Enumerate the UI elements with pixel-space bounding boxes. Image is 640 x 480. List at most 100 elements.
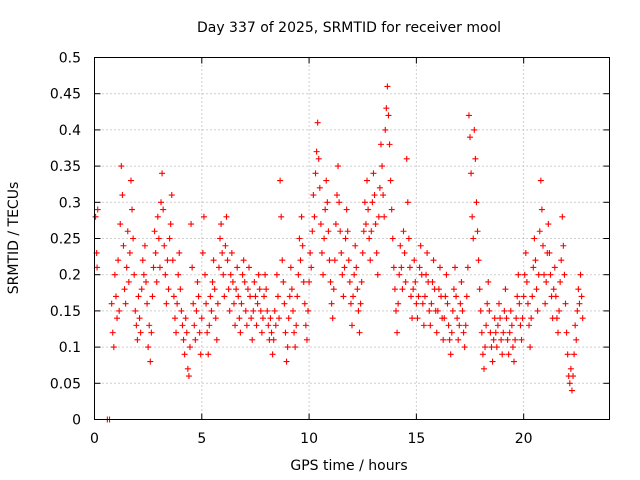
data-point bbox=[487, 329, 494, 336]
data-point bbox=[399, 286, 406, 293]
data-point bbox=[354, 286, 361, 293]
data-point bbox=[469, 213, 476, 220]
data-point bbox=[192, 336, 199, 343]
data-point bbox=[309, 228, 316, 235]
data-point bbox=[289, 307, 296, 314]
data-point bbox=[359, 249, 366, 256]
data-point bbox=[386, 141, 393, 148]
data-point bbox=[175, 271, 182, 278]
data-point bbox=[302, 322, 309, 329]
data-point bbox=[162, 271, 169, 278]
data-point bbox=[292, 344, 299, 351]
data-points bbox=[92, 83, 586, 423]
data-point bbox=[314, 119, 321, 126]
data-point bbox=[170, 293, 177, 300]
data-point bbox=[180, 336, 187, 343]
data-point bbox=[381, 213, 388, 220]
data-point bbox=[515, 271, 522, 278]
data-point bbox=[430, 257, 437, 264]
data-point bbox=[391, 286, 398, 293]
data-point bbox=[112, 293, 119, 300]
data-point bbox=[377, 141, 384, 148]
data-point bbox=[509, 344, 516, 351]
data-point bbox=[288, 286, 295, 293]
data-point bbox=[556, 307, 563, 314]
data-point bbox=[338, 249, 345, 256]
data-point bbox=[269, 351, 276, 358]
data-point bbox=[427, 322, 434, 329]
data-point bbox=[375, 213, 382, 220]
data-point bbox=[240, 257, 247, 264]
data-point bbox=[262, 271, 269, 278]
data-point bbox=[243, 322, 250, 329]
data-point bbox=[176, 249, 183, 256]
data-point bbox=[156, 264, 163, 271]
data-point bbox=[222, 242, 229, 249]
data-point bbox=[382, 126, 389, 133]
data-point bbox=[274, 293, 281, 300]
data-point bbox=[373, 249, 380, 256]
data-point bbox=[189, 264, 196, 271]
data-point bbox=[294, 293, 301, 300]
data-point bbox=[147, 358, 154, 365]
data-point bbox=[186, 344, 193, 351]
data-point bbox=[325, 228, 332, 235]
data-point bbox=[191, 322, 198, 329]
data-point bbox=[153, 278, 160, 285]
data-point bbox=[546, 249, 553, 256]
data-point bbox=[461, 344, 468, 351]
data-point bbox=[210, 257, 217, 264]
data-point bbox=[133, 322, 140, 329]
data-point bbox=[185, 373, 192, 380]
data-point bbox=[195, 293, 202, 300]
data-point bbox=[204, 329, 211, 336]
data-point bbox=[196, 329, 203, 336]
data-point bbox=[563, 329, 570, 336]
data-point bbox=[503, 315, 510, 322]
data-point bbox=[296, 235, 303, 242]
data-point bbox=[252, 293, 259, 300]
data-point bbox=[445, 322, 452, 329]
data-point bbox=[155, 235, 162, 242]
data-point bbox=[332, 221, 339, 228]
data-point bbox=[251, 278, 258, 285]
data-point bbox=[223, 213, 230, 220]
data-point bbox=[268, 329, 275, 336]
data-point bbox=[327, 278, 334, 285]
y-tick-label: 0.25 bbox=[50, 232, 81, 248]
x-tick-label: 10 bbox=[300, 431, 318, 447]
data-point bbox=[530, 264, 537, 271]
data-point bbox=[284, 344, 291, 351]
data-point bbox=[164, 257, 171, 264]
data-point bbox=[116, 307, 123, 314]
data-point bbox=[94, 264, 101, 271]
data-point bbox=[414, 315, 421, 322]
data-point bbox=[392, 307, 399, 314]
data-point bbox=[303, 336, 310, 343]
data-point bbox=[160, 206, 167, 213]
data-point bbox=[217, 235, 224, 242]
data-point bbox=[339, 271, 346, 278]
data-point bbox=[346, 278, 353, 285]
data-point bbox=[261, 293, 268, 300]
data-point bbox=[177, 286, 184, 293]
data-point bbox=[141, 242, 148, 249]
data-point bbox=[179, 322, 186, 329]
data-point bbox=[577, 271, 584, 278]
data-point bbox=[529, 293, 536, 300]
data-point bbox=[547, 271, 554, 278]
data-point bbox=[219, 249, 226, 256]
data-point bbox=[434, 307, 441, 314]
x-tick-label: 20 bbox=[515, 431, 533, 447]
data-point bbox=[183, 329, 190, 336]
data-point bbox=[121, 286, 128, 293]
data-point bbox=[247, 293, 254, 300]
data-point bbox=[574, 307, 581, 314]
data-point bbox=[523, 278, 530, 285]
data-point bbox=[388, 206, 395, 213]
data-point bbox=[543, 278, 550, 285]
data-point bbox=[167, 221, 174, 228]
data-point bbox=[449, 307, 456, 314]
data-point bbox=[207, 293, 214, 300]
data-point bbox=[387, 177, 394, 184]
